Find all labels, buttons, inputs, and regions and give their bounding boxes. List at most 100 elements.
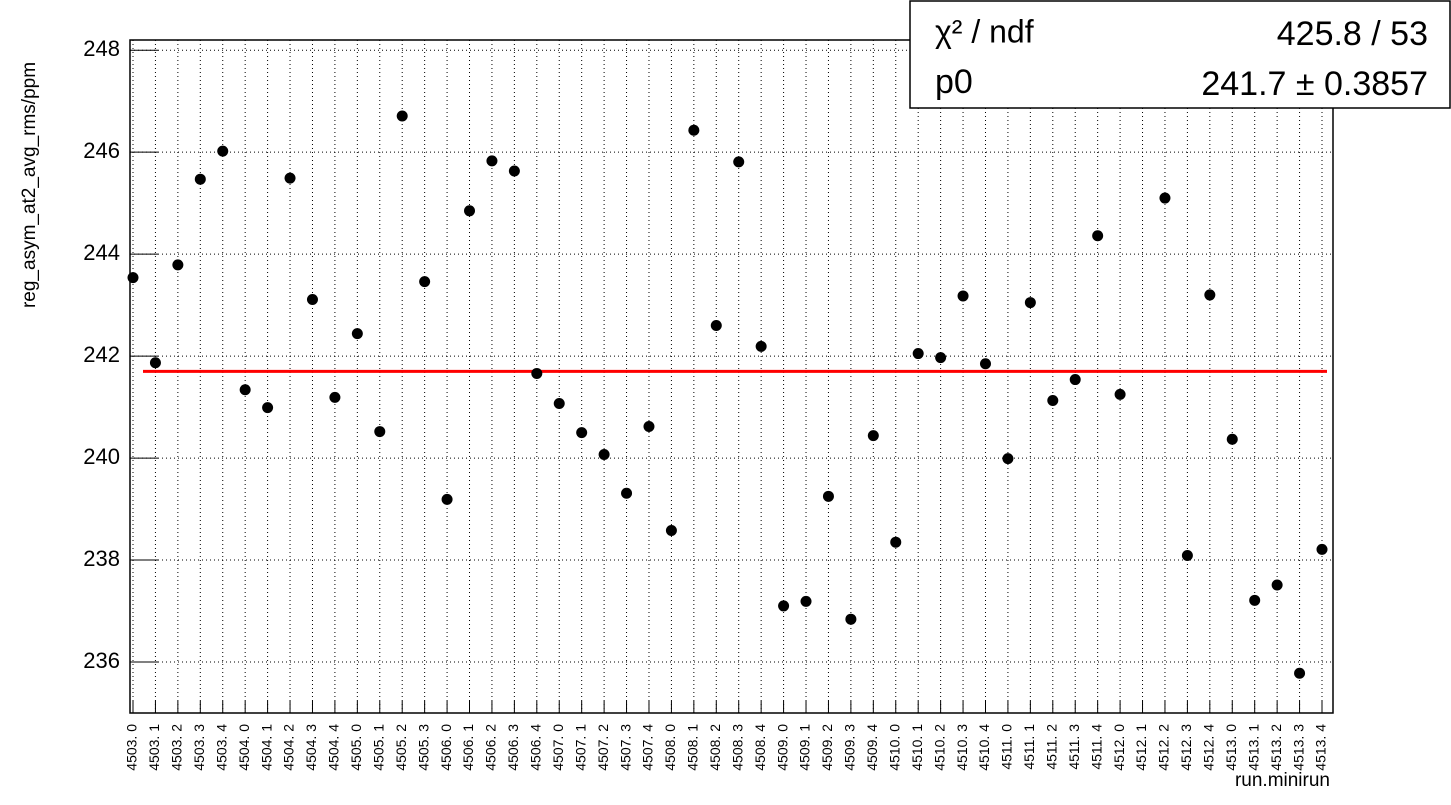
data-point xyxy=(306,294,318,306)
data-point xyxy=(688,124,700,136)
x-tick-label: 4511. 0 xyxy=(999,724,1015,770)
x-tick-label: 4510. 2 xyxy=(931,724,947,771)
y-tick-label: 242 xyxy=(83,342,120,367)
data-point xyxy=(531,367,543,379)
data-point xyxy=(217,145,229,157)
data-point xyxy=(665,524,677,536)
data-point xyxy=(1092,230,1104,242)
data-point xyxy=(979,358,991,370)
x-tick-label: 4503. 2 xyxy=(169,724,185,771)
data-point xyxy=(598,449,610,461)
x-tick-label: 4508. 0 xyxy=(662,724,678,771)
data-point xyxy=(957,290,969,302)
data-point xyxy=(1294,667,1306,679)
data-point xyxy=(1316,543,1328,555)
data-point xyxy=(419,276,431,288)
data-point xyxy=(621,487,633,499)
x-tick-label: 4505. 2 xyxy=(393,724,409,771)
y-tick-label: 246 xyxy=(83,138,120,163)
x-axis-label: run.minirun xyxy=(1235,770,1330,791)
data-point xyxy=(1204,289,1216,301)
data-point xyxy=(127,272,139,284)
x-tick-label: 4505. 3 xyxy=(415,724,431,771)
x-tick-label: 4508. 4 xyxy=(752,724,768,771)
data-point xyxy=(172,259,184,271)
data-point xyxy=(1114,388,1126,400)
data-point xyxy=(755,340,767,352)
x-tick-label: 4504. 1 xyxy=(258,724,274,771)
data-point xyxy=(1047,394,1059,406)
stats-label: χ² / ndf xyxy=(935,13,1034,49)
data-point xyxy=(912,348,924,360)
data-point xyxy=(1249,594,1261,606)
x-tick-label: 4506. 2 xyxy=(483,724,499,771)
data-point xyxy=(329,391,341,403)
x-tick-label: 4503. 3 xyxy=(191,724,207,771)
plot-frame xyxy=(129,39,1334,714)
data-point xyxy=(733,156,745,168)
x-tick-label: 4509. 1 xyxy=(797,724,813,771)
data-point xyxy=(374,426,386,438)
data-point xyxy=(239,384,251,396)
x-tick-label: 4510. 0 xyxy=(886,724,902,771)
stats-value: 241.7 ± 0.3857 xyxy=(1201,65,1428,103)
x-tick-label: 4510. 4 xyxy=(976,724,992,771)
data-point xyxy=(867,430,879,442)
x-tick-label: 4509. 0 xyxy=(774,724,790,771)
x-tick-label: 4506. 1 xyxy=(460,724,476,771)
x-tick-label: 4511. 3 xyxy=(1066,724,1082,770)
x-tick-label: 4507. 1 xyxy=(572,724,588,771)
y-tick-label: 238 xyxy=(83,546,120,571)
x-tick-label: 4503. 0 xyxy=(124,724,140,771)
data-point xyxy=(194,173,206,185)
data-point xyxy=(396,110,408,122)
data-point xyxy=(1159,192,1171,204)
x-tick-label: 4507. 4 xyxy=(640,724,656,771)
data-point xyxy=(284,172,296,184)
data-point xyxy=(508,165,520,177)
x-tick-label: 4508. 1 xyxy=(685,724,701,771)
x-tick-label: 4506. 4 xyxy=(528,724,544,771)
x-tick-label: 4513. 0 xyxy=(1223,724,1239,771)
x-tick-label: 4512. 2 xyxy=(1156,724,1172,771)
data-point xyxy=(441,493,453,505)
x-tick-label: 4503. 4 xyxy=(213,724,229,771)
y-tick-label: 236 xyxy=(83,648,120,673)
x-tick-label: 4504. 0 xyxy=(236,724,252,771)
data-point xyxy=(800,595,812,607)
x-tick-label: 4507. 2 xyxy=(595,724,611,771)
data-point xyxy=(1226,433,1238,445)
x-tick-label: 4512. 4 xyxy=(1201,724,1217,771)
data-point xyxy=(262,402,274,414)
x-tick-label: 4509. 2 xyxy=(819,724,835,771)
stats-label: p0 xyxy=(935,63,973,101)
x-tick-label: 4505. 0 xyxy=(348,724,364,771)
data-point xyxy=(351,328,363,340)
data-point xyxy=(149,357,161,369)
data-point xyxy=(778,600,790,612)
data-point xyxy=(1181,549,1193,561)
x-tick-label: 4508. 2 xyxy=(707,724,723,771)
x-tick-label: 4504. 2 xyxy=(281,724,297,771)
x-tick-label: 4510. 3 xyxy=(954,724,970,771)
data-point xyxy=(576,427,588,439)
x-tick-label: 4508. 3 xyxy=(729,724,745,771)
x-tick-label: 4509. 3 xyxy=(842,724,858,771)
data-point xyxy=(553,398,565,410)
data-point xyxy=(890,536,902,548)
x-tick-label: 4507. 0 xyxy=(550,724,566,771)
x-tick-label: 4513. 3 xyxy=(1290,724,1306,771)
x-tick-label: 4511. 2 xyxy=(1043,724,1059,770)
data-point xyxy=(1271,579,1283,591)
x-tick-label: 4510. 1 xyxy=(909,724,925,771)
data-point xyxy=(1024,297,1036,309)
data-point xyxy=(822,490,834,502)
x-tick-label: 4504. 4 xyxy=(326,724,342,771)
x-tick-label: 4513. 4 xyxy=(1313,724,1329,771)
stats-box xyxy=(909,0,1451,109)
data-point xyxy=(710,320,722,332)
y-tick-label: 248 xyxy=(83,36,120,61)
y-axis-label: reg_asym_at2_avg_rms/ppm xyxy=(19,62,40,308)
